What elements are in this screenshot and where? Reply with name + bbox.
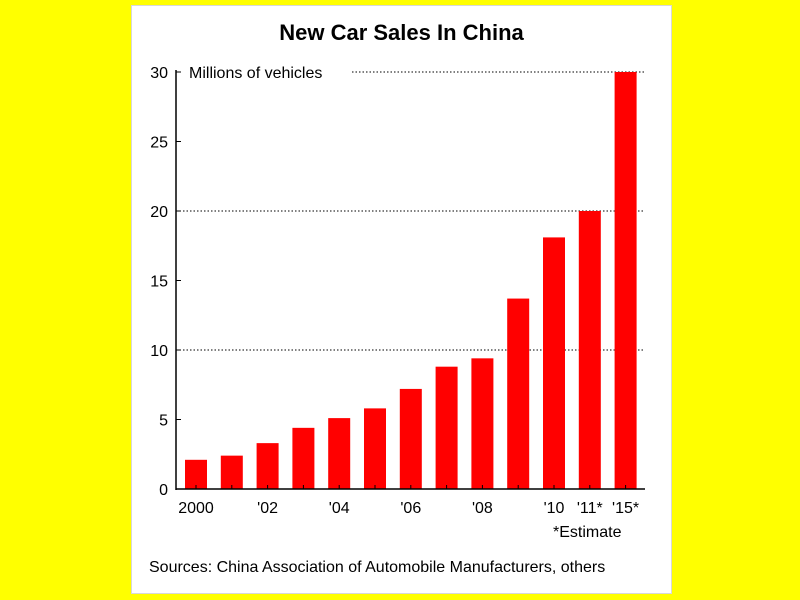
y-tick-label-20: 20	[150, 204, 168, 221]
bar-2007	[435, 366, 458, 489]
bar-2008	[471, 358, 494, 489]
y-tick-label-10: 10	[150, 343, 168, 360]
bars	[185, 72, 637, 489]
bar-2010	[543, 237, 565, 489]
y-tick-label-15: 15	[150, 274, 168, 291]
bar-2004	[328, 418, 351, 489]
tick-labels: 0 5 10 15 20 25 30 2000 '02 '04 '06 '08 '10 '11* '15*	[150, 65, 639, 517]
y-axis-label: Millions of vehicles	[189, 65, 322, 82]
y-tick-label-25: 25	[150, 135, 168, 152]
chart-title: New Car Sales In China	[279, 20, 524, 45]
source-note: Sources: China Association of Automobile…	[149, 559, 606, 576]
bar-2001	[220, 455, 243, 489]
bar-2002	[256, 443, 279, 489]
bar-2000	[185, 459, 207, 489]
bar-2005	[364, 408, 386, 489]
x-tick-label-2011: '11*	[577, 500, 603, 517]
x-tick-label-2000: 2000	[178, 500, 214, 517]
x-tick-label-2004: '04	[329, 500, 350, 517]
chart-card: New Car Sales In China 0 5 10 15 20 25 30 2000 '…	[131, 5, 672, 594]
y-tick-label-30: 30	[150, 65, 168, 82]
x-tick-label-2006: '06	[400, 500, 421, 517]
gridlines	[176, 71, 645, 351]
x-tick-label-2015: '15*	[612, 500, 639, 517]
bar-2011	[578, 211, 601, 489]
x-tick-label-2010: '10	[544, 500, 565, 517]
x-tick-label-2008: '08	[472, 500, 493, 517]
estimate-note: *Estimate	[553, 524, 622, 541]
y-tick-label-0: 0	[159, 482, 168, 499]
bar-2015	[614, 72, 637, 489]
bar-2009	[507, 298, 530, 489]
axes	[175, 70, 645, 490]
y-tick-label-5: 5	[159, 413, 168, 430]
bar-2006	[399, 388, 422, 489]
bar-2003	[292, 427, 315, 489]
x-tick-label-2002: '02	[257, 500, 278, 517]
